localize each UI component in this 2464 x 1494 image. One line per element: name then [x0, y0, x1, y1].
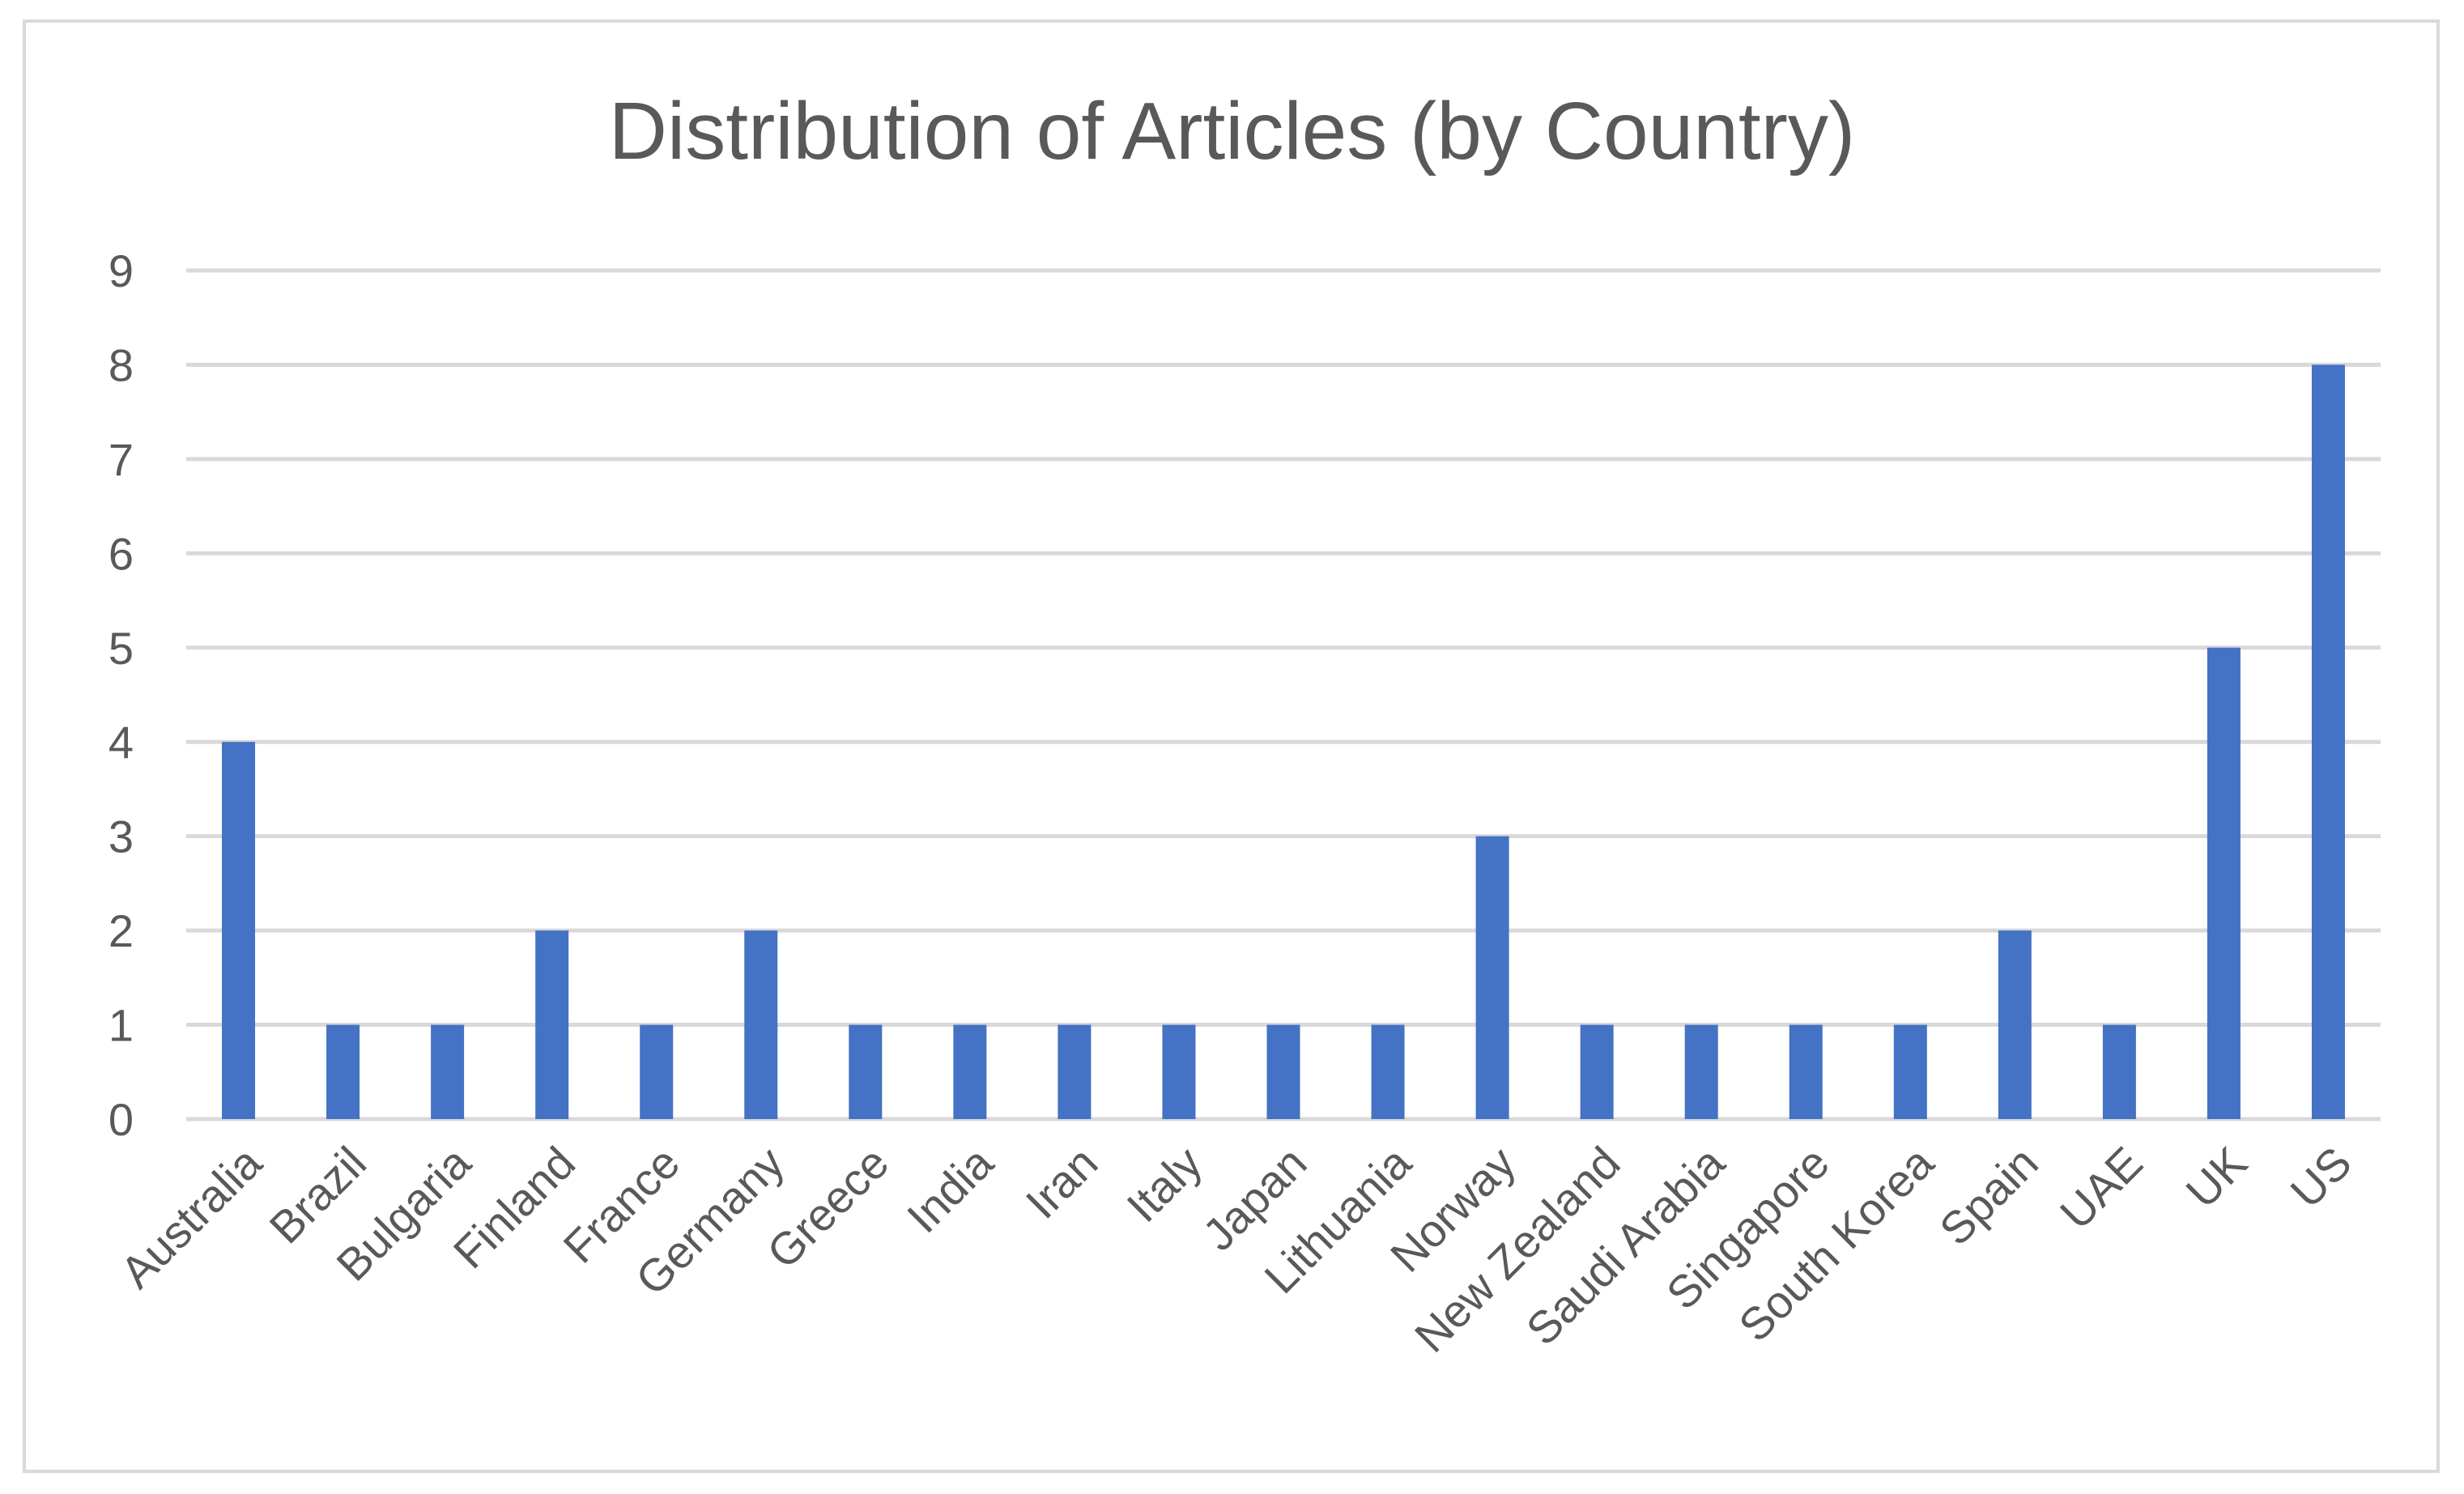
bar — [222, 742, 256, 1119]
x-tick-label: Italy — [1117, 1137, 1211, 1232]
bar — [953, 1024, 987, 1119]
y-tick-label: 9 — [109, 245, 134, 296]
x-axis-labels: AustraliaBrazilBulgariaFinlandFranceGerm… — [110, 1136, 2361, 1361]
y-axis-labels: 0 1 2 3 4 5 6 7 8 9 — [109, 245, 134, 1145]
y-tick-label: 2 — [109, 905, 134, 956]
y-tick-label: 0 — [109, 1094, 134, 1145]
bar — [2207, 647, 2241, 1119]
bars — [222, 364, 2345, 1119]
x-tick-label: India — [897, 1136, 1003, 1242]
bar — [1475, 836, 1509, 1119]
bar — [1580, 1024, 1614, 1119]
x-tick-label: US — [2280, 1137, 2361, 1218]
y-tick-label: 1 — [109, 1000, 134, 1051]
y-tick-label: 3 — [109, 811, 134, 862]
x-tick-label: Spain — [1930, 1137, 2048, 1255]
bar — [431, 1024, 465, 1119]
bar — [849, 1024, 883, 1119]
bar — [1162, 1024, 1196, 1119]
x-tick-label: UAE — [2050, 1137, 2152, 1239]
y-tick-label: 5 — [109, 623, 134, 674]
bar — [744, 930, 778, 1119]
bar — [1893, 1024, 1927, 1119]
bar — [535, 930, 569, 1119]
chart-frame — [23, 19, 2440, 1473]
y-tick-label: 6 — [109, 528, 134, 579]
bar — [1058, 1024, 1092, 1119]
bar — [2102, 1024, 2136, 1119]
bar — [1789, 1024, 1823, 1119]
bar — [1371, 1024, 1405, 1119]
y-tick-label: 7 — [109, 434, 134, 485]
x-tick-label: Australia — [110, 1136, 271, 1297]
y-tick-label: 8 — [109, 339, 134, 390]
bar — [1684, 1024, 1718, 1119]
bar — [1266, 1024, 1300, 1119]
bar — [326, 1024, 360, 1119]
y-tick-label: 4 — [109, 717, 134, 768]
x-tick-label: UK — [2176, 1137, 2257, 1218]
chart-title: Distribution of Articles (by Country) — [608, 86, 1856, 177]
gridlines — [186, 268, 2381, 1122]
x-tick-label: Iran — [1016, 1137, 1108, 1228]
bar — [640, 1024, 674, 1119]
bar — [2311, 364, 2345, 1119]
bar — [1998, 930, 2032, 1119]
